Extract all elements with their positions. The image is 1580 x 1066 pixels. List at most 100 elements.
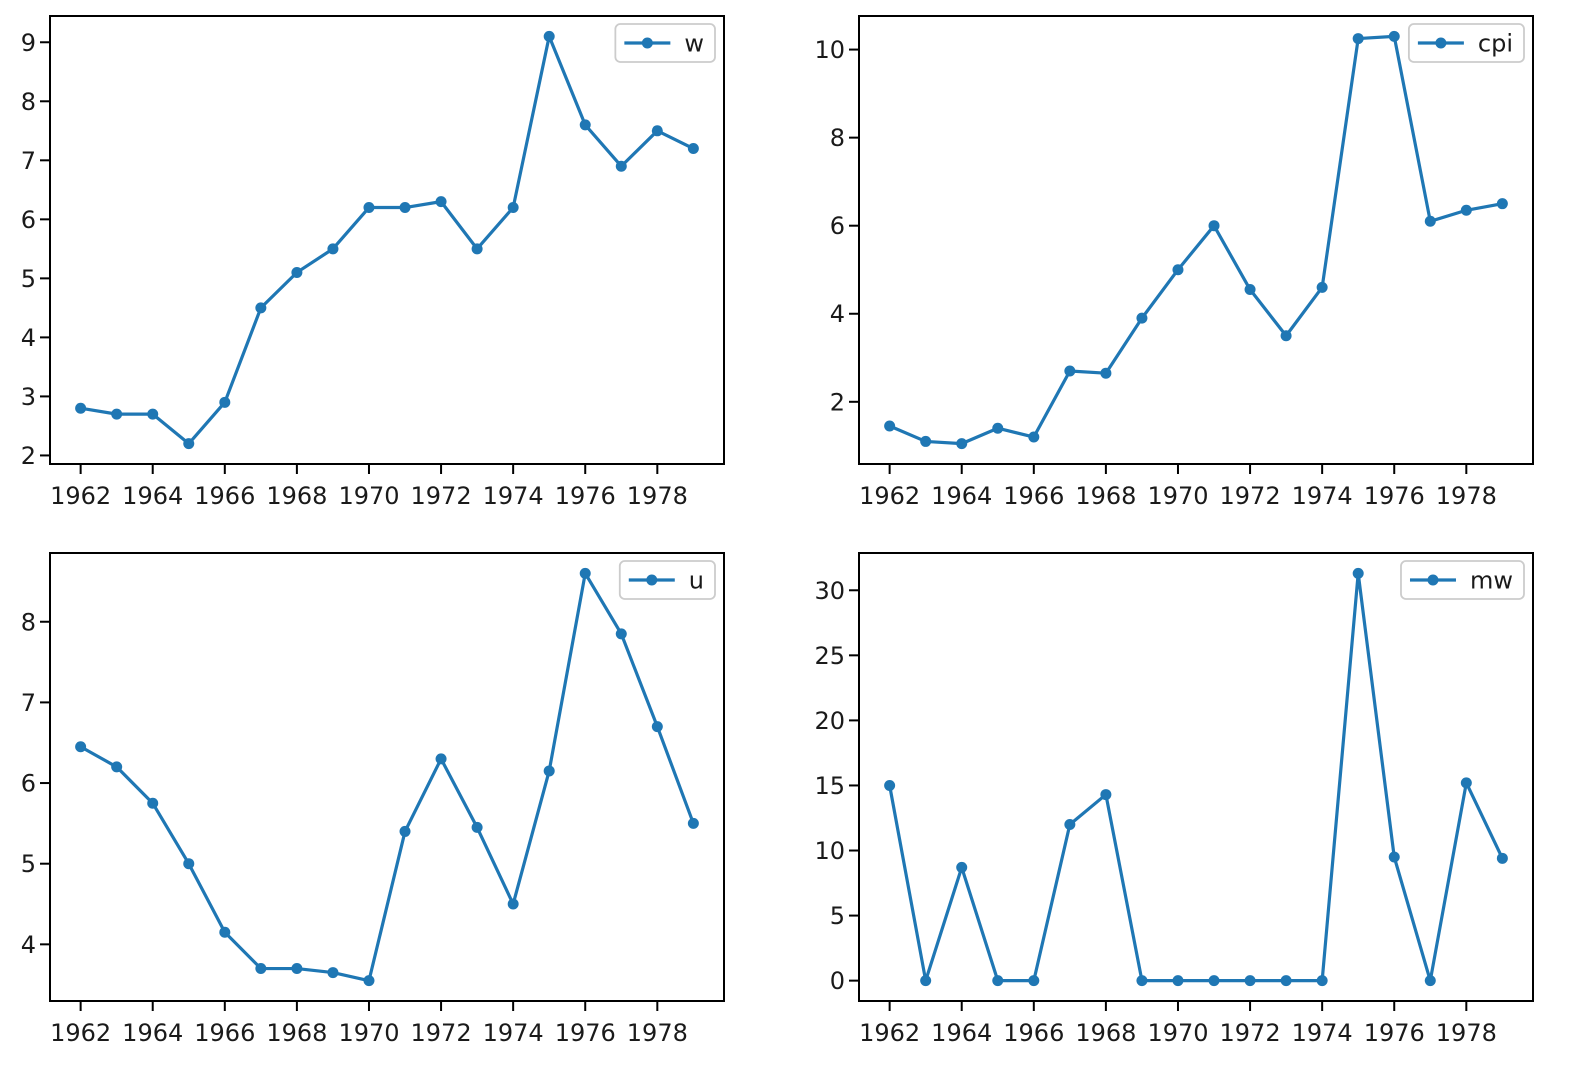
data-point [183, 438, 195, 450]
axes-frame [49, 15, 725, 465]
x-tick-label: 1974 [483, 482, 544, 510]
data-point [1388, 30, 1400, 42]
y-tick-label: 8 [21, 608, 36, 636]
data-point [651, 721, 663, 733]
data-point [992, 422, 1004, 434]
data-point [1172, 975, 1184, 987]
x-tick-label: 1972 [411, 482, 472, 510]
data-point [1208, 975, 1220, 987]
legend: mw [1400, 560, 1525, 600]
data-point [1028, 975, 1040, 987]
x-tick-label: 1964 [122, 482, 183, 510]
x-tick-label: 1972 [1220, 482, 1281, 510]
x-tick-label: 1968 [1075, 1019, 1136, 1047]
data-point [543, 765, 555, 777]
x-tick-label: 1972 [1220, 1019, 1281, 1047]
y-axis: 4 5 6 7 8 [21, 608, 50, 959]
data-point [1280, 330, 1292, 342]
y-tick-label: 5 [21, 265, 36, 293]
x-tick-label: 1966 [1003, 482, 1064, 510]
data-point [1064, 818, 1076, 830]
data-point [327, 967, 339, 979]
data-point [1136, 975, 1148, 987]
y-tick-label: 4 [21, 931, 36, 959]
legend-label: u [689, 567, 704, 595]
data-point [615, 628, 627, 640]
x-tick-label: 1978 [627, 482, 688, 510]
y-tick-label: 6 [830, 212, 845, 240]
data-point [255, 302, 267, 314]
y-tick-label: 10 [814, 837, 845, 865]
legend-label: cpi [1478, 30, 1513, 58]
axes-frame [49, 552, 725, 1002]
data-point [1460, 777, 1472, 789]
y-axis: 0 5 10 15 20 25 30 [814, 577, 859, 995]
data-point [291, 963, 303, 975]
data-point [920, 435, 932, 447]
x-tick-label: 1974 [1292, 482, 1353, 510]
data-point [1244, 975, 1256, 987]
x-tick-label: 1966 [194, 1019, 255, 1047]
data-point [111, 408, 123, 420]
series-w [75, 30, 699, 450]
x-tick-label: 1968 [1075, 482, 1136, 510]
x-tick-label: 1974 [1292, 1019, 1353, 1047]
data-point [992, 975, 1004, 987]
data-point [1316, 281, 1328, 293]
legend-marker-icon [1435, 37, 1447, 49]
y-tick-label: 30 [814, 577, 845, 605]
y-tick-label: 8 [21, 88, 36, 116]
y-tick-label: 10 [814, 36, 845, 64]
legend: u [618, 560, 716, 600]
x-axis: 1962 1964 1966 1968 1970 1972 1974 1976 1978 [859, 1001, 1497, 1047]
legend: w [614, 23, 716, 63]
y-tick-label: 2 [830, 388, 845, 416]
axes-frame [858, 552, 1534, 1002]
x-tick-label: 1962 [859, 1019, 920, 1047]
data-point [1172, 264, 1184, 276]
y-tick-label: 0 [830, 967, 845, 995]
legend-marker-icon [646, 574, 658, 586]
y-tick-label: 25 [814, 642, 845, 670]
x-tick-label: 1964 [122, 1019, 183, 1047]
subplot-mw: 1962 1964 1966 1968 1970 1972 1974 1976 1978 0 5 10… [814, 552, 1534, 1047]
data-point [1496, 198, 1508, 210]
x-tick-label: 1976 [1364, 1019, 1425, 1047]
data-point [579, 119, 591, 131]
y-tick-label: 4 [21, 324, 36, 352]
data-point [75, 402, 87, 414]
data-point [1388, 851, 1400, 863]
data-point [1424, 975, 1436, 987]
y-tick-label: 4 [830, 300, 845, 328]
y-tick-label: 8 [830, 124, 845, 152]
x-tick-label: 1976 [1364, 482, 1425, 510]
legend: cpi [1407, 23, 1525, 63]
data-point [507, 898, 519, 910]
series-u [75, 567, 699, 987]
data-point [920, 975, 932, 987]
series-line [79, 571, 695, 983]
x-tick-label: 1962 [50, 482, 111, 510]
data-point [363, 202, 375, 214]
data-point [956, 861, 968, 873]
data-point [75, 741, 87, 753]
y-tick-label: 7 [21, 147, 36, 175]
data-point [687, 817, 699, 829]
series-line [888, 34, 1504, 446]
data-point [884, 420, 896, 432]
y-tick-label: 15 [814, 772, 845, 800]
x-tick-label: 1962 [859, 482, 920, 510]
legend-marker-icon [641, 37, 653, 49]
series-line [79, 34, 695, 446]
x-tick-label: 1978 [1436, 482, 1497, 510]
series-line [888, 571, 1504, 983]
data-point [219, 926, 231, 938]
data-point [1028, 431, 1040, 443]
subplot-u: 1962 1964 1966 1968 1970 1972 1974 1976 1978 4 5 6 7… [21, 552, 725, 1047]
data-point [471, 821, 483, 833]
legend-label: mw [1470, 567, 1513, 595]
x-tick-label: 1964 [931, 1019, 992, 1047]
y-tick-label: 9 [21, 29, 36, 57]
